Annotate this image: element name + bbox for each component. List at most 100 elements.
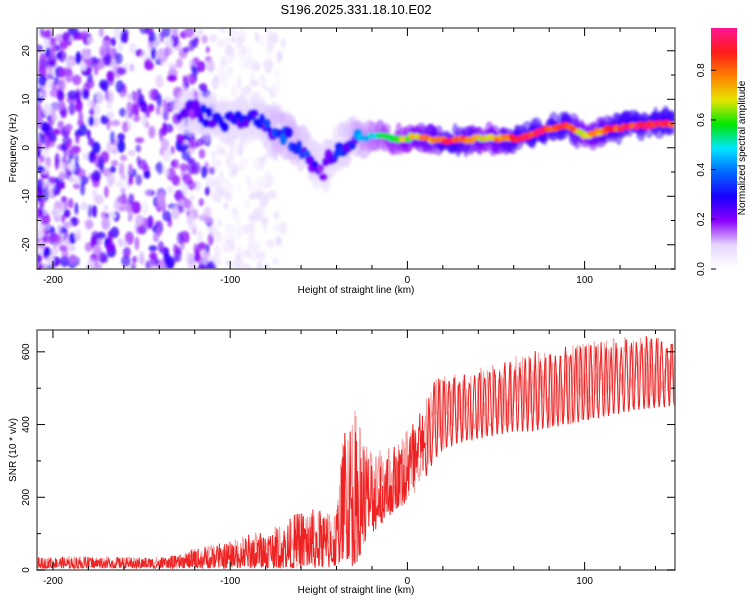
spectrogram-noise-blob <box>249 80 259 87</box>
spectrogram-noise-blob <box>140 114 148 127</box>
spectrogram-noise-blob <box>189 139 195 149</box>
spectrogram-noise-blob <box>115 180 125 188</box>
spectrogram-noise-blob <box>63 162 69 173</box>
spectrogram-noise-blob <box>205 243 210 253</box>
spectrogram-noise-blob <box>92 116 100 128</box>
spectrogram-noise-blob <box>219 233 228 246</box>
spectrogram-noise-blob <box>119 240 128 247</box>
spectrogram-noise-blob <box>38 64 47 78</box>
spectrogram-noise-blob <box>173 243 178 255</box>
snr-x-tick-label: 100 <box>576 576 593 587</box>
spectrogram-noise-blob <box>61 39 69 50</box>
spectrogram-noise-blob <box>72 74 82 86</box>
spectrogram-noise-blob <box>92 204 98 218</box>
spectrogram-noise-blob <box>235 223 244 236</box>
spectrogram-noise-blob <box>37 229 45 240</box>
colorbar-tick-label: 0.0 <box>696 262 707 276</box>
spectrogram-ridge-cell <box>318 173 328 182</box>
spectrogram-noise-blob <box>213 158 223 167</box>
spectrogram-noise-blob <box>42 103 53 117</box>
spectrogram-noise-blob <box>184 28 195 38</box>
spectrogram-noise-blob <box>56 51 63 60</box>
spectrogram-noise-blob <box>279 222 288 235</box>
spectrogram-noise-blob <box>100 115 109 125</box>
spectrogram-noise-blob <box>59 245 67 252</box>
spectrogram-noise-blob <box>166 186 174 194</box>
spectrogram-noise-blob <box>230 233 236 247</box>
spectrogram-noise-blob <box>54 207 62 218</box>
spectrogram-noise-blob <box>110 37 117 47</box>
spectrogram-ridge-cell <box>220 121 230 133</box>
spectrogram-noise-blob <box>57 79 65 90</box>
spectrogram-noise-blob <box>59 67 66 78</box>
spectrogram-ridge-cell <box>667 121 675 128</box>
spectrogram-noise-blob <box>62 32 71 42</box>
spectrogram-noise-blob <box>68 232 77 245</box>
spectrogram-noise-blob <box>132 115 141 123</box>
spectrogram-noise-blob <box>86 98 94 109</box>
spectrogram-noise-blob <box>64 141 71 152</box>
spectrogram-noise-blob <box>157 161 163 175</box>
spectrogram-noise-blob <box>72 177 81 184</box>
spectrogram-noise-blob <box>156 225 162 237</box>
spectrogram-halo <box>207 91 218 110</box>
spectrogram-noise-blob <box>75 168 86 179</box>
spectrogram-noise-blob <box>161 28 171 38</box>
spectrogram-noise-blob <box>128 210 134 220</box>
spectrogram-noise-blob <box>57 120 65 129</box>
spectrogram-noise-blob <box>196 61 206 73</box>
colorbar-tick-label: 0.4 <box>696 162 707 176</box>
spectrogram-noise-blob <box>181 143 189 151</box>
spectrogram-noise-blob <box>40 89 48 100</box>
snr-x-tick-label: -200 <box>43 576 63 587</box>
spectrogram-noise-blob <box>74 202 79 215</box>
spectrogram-noise-blob <box>171 175 181 186</box>
spectrogram-noise-blob <box>164 37 174 49</box>
spectrogram-noise-blob <box>83 50 90 59</box>
spectrogram-noise-blob <box>38 154 45 163</box>
spectrogram-noise-blob <box>78 123 88 137</box>
spectrogram-x-tick-label: 100 <box>576 275 593 286</box>
spectrogram-noise-blob <box>40 212 51 227</box>
spectrogram-noise-blob <box>40 121 50 132</box>
spectrogram-noise-blob <box>48 54 57 68</box>
spectrogram-noise-blob <box>96 231 106 240</box>
spectrogram-noise-blob <box>257 260 262 269</box>
spectrogram-noise-blob <box>155 49 166 63</box>
colorbar: 0.0 0.2 0.4 0.6 0.8 Normalized spectral ampl… <box>696 28 748 276</box>
spectrogram-noise-blob <box>45 47 51 58</box>
spectrogram-noise-blob <box>100 211 107 219</box>
spectrogram-noise-blob <box>189 194 195 201</box>
spectrogram-noise-blob <box>218 175 223 186</box>
spectrogram-y-tick-label: -10 <box>21 189 32 204</box>
spectrogram-noise-blob <box>131 104 140 115</box>
spectrogram-noise-blob <box>56 100 66 111</box>
spectrogram-noise-blob <box>50 233 60 243</box>
spectrogram-noise-blob <box>168 63 178 71</box>
colorbar-label: Normalized spectral amplitude <box>737 80 748 215</box>
spectrogram-noise-blob <box>126 92 133 101</box>
spectrogram-noise-blob <box>223 202 229 210</box>
spectrogram-noise-blob <box>237 144 244 157</box>
spectrogram-noise-blob <box>231 36 236 43</box>
colorbar-tick-label: 0.6 <box>696 113 707 127</box>
spectrogram-noise-blob <box>162 99 168 112</box>
snr-x-label: Height of straight line (km) <box>298 585 415 596</box>
spectrogram-noise-blob <box>134 236 140 251</box>
snr-y-tick-label: 400 <box>21 416 32 433</box>
spectrogram-noise-blob <box>266 36 273 50</box>
spectrogram-noise-blob <box>242 250 251 259</box>
spectrogram-noise-blob <box>128 163 133 174</box>
spectrogram-noise-blob <box>110 165 116 174</box>
spectrogram-noise-blob <box>194 35 200 45</box>
spectrogram-noise-blob <box>176 231 184 245</box>
spectrogram-noise-blob <box>186 161 197 175</box>
spectrogram-noise-blob <box>246 176 252 191</box>
spectrogram-noise-blob <box>188 204 195 214</box>
spectrogram-noise-blob <box>118 162 125 177</box>
spectrogram-noise-blob <box>85 78 95 89</box>
spectrogram-noise-blob <box>171 28 179 37</box>
spectrogram-x-tick-label: -100 <box>220 275 240 286</box>
spectrogram-noise-blob <box>211 150 216 160</box>
